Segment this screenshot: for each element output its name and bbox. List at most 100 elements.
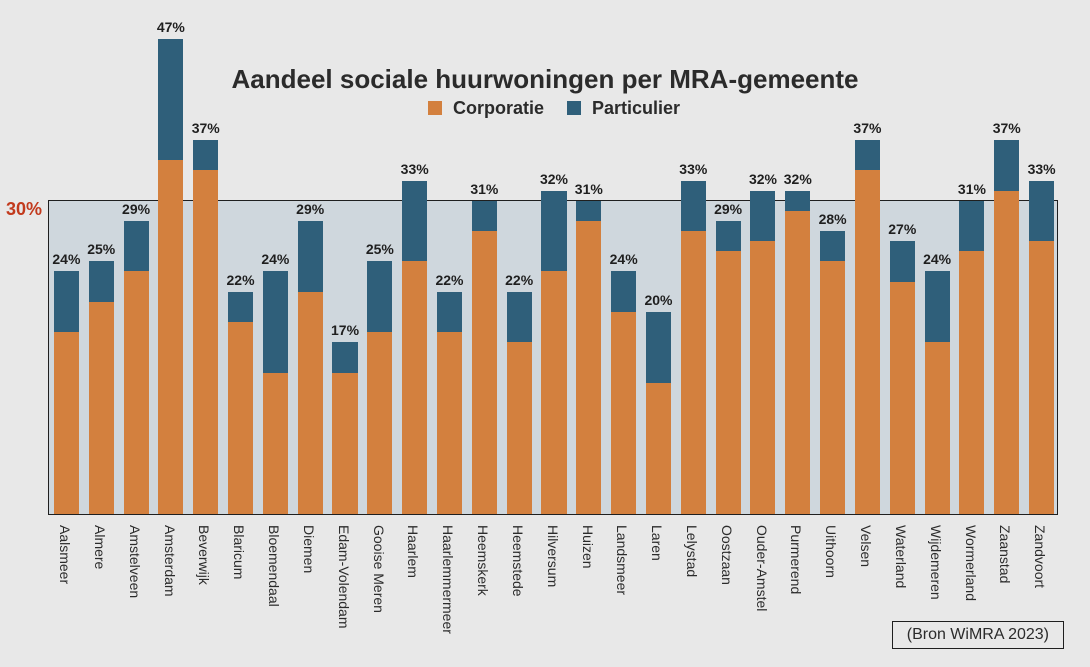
bar-velsen: 37%	[855, 140, 880, 514]
bar-total-label: 32%	[784, 171, 812, 187]
x-axis-label: Huizen	[580, 525, 596, 569]
x-axis-label: Diemen	[301, 525, 317, 573]
x-axis-label: Velsen	[858, 525, 874, 567]
bar-segment-particulier	[820, 231, 845, 261]
bar-segment-corporatie	[541, 271, 566, 514]
bar-aalsmeer: 24%	[54, 271, 79, 514]
bar-waterland: 27%	[890, 241, 915, 514]
bar-segment-particulier	[994, 140, 1019, 191]
bar-segment-corporatie	[228, 322, 253, 514]
x-axis-label: Heemskerk	[475, 525, 491, 596]
bar-segment-particulier	[437, 292, 462, 332]
bar-haarlem: 33%	[402, 181, 427, 515]
bar-total-label: 27%	[888, 221, 916, 237]
bar-segment-particulier	[576, 201, 601, 221]
bar-total-label: 22%	[435, 272, 463, 288]
bar-huizen: 31%	[576, 201, 601, 514]
bar-segment-particulier	[472, 201, 497, 231]
bar-total-label: 29%	[296, 201, 324, 217]
bar-segment-corporatie	[576, 221, 601, 514]
bar-haarlemmermeer: 22%	[437, 292, 462, 514]
bar-segment-corporatie	[611, 312, 636, 514]
x-axis-label: Amsterdam	[162, 525, 178, 597]
x-axis-label: Almere	[92, 525, 108, 569]
bar-segment-corporatie	[193, 170, 218, 514]
bar-segment-particulier	[785, 191, 810, 211]
x-axis-label: Aalsmeer	[57, 525, 73, 584]
bar-diemen: 29%	[298, 221, 323, 514]
bar-segment-corporatie	[855, 170, 880, 514]
x-axis-label: Edam-Volendam	[336, 525, 352, 629]
bar-landsmeer: 24%	[611, 271, 636, 514]
bar-laren: 20%	[646, 312, 671, 514]
bar-segment-particulier	[507, 292, 532, 343]
legend-swatch-corporatie	[428, 101, 442, 115]
x-axis-label: Purmerend	[788, 525, 804, 594]
bar-total-label: 17%	[331, 322, 359, 338]
bar-segment-particulier	[681, 181, 706, 232]
bar-segment-particulier	[158, 39, 183, 160]
bar-total-label: 24%	[52, 251, 80, 267]
source-citation: (Bron WiMRA 2023)	[892, 621, 1064, 649]
x-axis-label: Bloemendaal	[266, 525, 282, 607]
bar-total-label: 24%	[923, 251, 951, 267]
x-axis-label: Haarlem	[405, 525, 421, 578]
bar-total-label: 37%	[853, 120, 881, 136]
bar-segment-particulier	[228, 292, 253, 322]
bar-segment-particulier	[611, 271, 636, 311]
x-axis-label: Uithoorn	[823, 525, 839, 578]
bar-segment-particulier	[855, 140, 880, 170]
x-axis-label: Lelystad	[684, 525, 700, 577]
bar-segment-corporatie	[681, 231, 706, 514]
bar-segment-particulier	[716, 221, 741, 251]
bar-segment-corporatie	[994, 191, 1019, 514]
bar-amstelveen: 29%	[124, 221, 149, 514]
bar-total-label: 31%	[958, 181, 986, 197]
bar-segment-corporatie	[890, 282, 915, 514]
bar-segment-particulier	[959, 201, 984, 252]
bar-total-label: 22%	[227, 272, 255, 288]
bar-lelystad: 33%	[681, 181, 706, 515]
bar-segment-corporatie	[507, 342, 532, 514]
bar-total-label: 22%	[505, 272, 533, 288]
bar-total-label: 33%	[1028, 161, 1056, 177]
bar-segment-particulier	[367, 261, 392, 332]
bar-segment-corporatie	[959, 251, 984, 514]
bar-almere: 25%	[89, 261, 114, 514]
bar-segment-corporatie	[124, 271, 149, 514]
bar-purmerend: 32%	[785, 191, 810, 514]
bar-gooise-meren: 25%	[367, 261, 392, 514]
bar-segment-corporatie	[925, 342, 950, 514]
bar-segment-particulier	[263, 271, 288, 372]
bar-segment-particulier	[332, 342, 357, 372]
bar-segment-particulier	[124, 221, 149, 272]
x-axis-label: Gooise Meren	[371, 525, 387, 613]
bar-segment-corporatie	[402, 261, 427, 514]
x-axis-label: Wijdemeren	[928, 525, 944, 600]
bar-segment-corporatie	[785, 211, 810, 514]
bars-layer: 24%25%29%47%37%22%24%29%17%25%33%22%31%2…	[49, 201, 1057, 514]
bar-segment-corporatie	[298, 292, 323, 514]
bar-segment-particulier	[298, 221, 323, 292]
legend-label-particulier: Particulier	[592, 98, 680, 118]
bar-total-label: 33%	[401, 161, 429, 177]
bar-segment-corporatie	[716, 251, 741, 514]
bar-edam-volendam: 17%	[332, 342, 357, 514]
bar-segment-particulier	[193, 140, 218, 170]
x-axis-label: Laren	[649, 525, 665, 561]
bar-zandvoort: 33%	[1029, 181, 1054, 515]
bar-segment-particulier	[646, 312, 671, 383]
bar-segment-corporatie	[89, 302, 114, 514]
bar-heemstede: 22%	[507, 292, 532, 514]
bar-uithoorn: 28%	[820, 231, 845, 514]
bar-total-label: 24%	[261, 251, 289, 267]
bar-wormerland: 31%	[959, 201, 984, 514]
chart-container: Aandeel sociale huurwoningen per MRA-gem…	[0, 0, 1090, 667]
bar-bloemendaal: 24%	[263, 271, 288, 514]
reference-line-label: 30%	[6, 199, 42, 220]
bar-total-label: 31%	[470, 181, 498, 197]
bar-beverwijk: 37%	[193, 140, 218, 514]
bar-total-label: 33%	[679, 161, 707, 177]
bar-total-label: 25%	[87, 241, 115, 257]
bar-blaricum: 22%	[228, 292, 253, 514]
